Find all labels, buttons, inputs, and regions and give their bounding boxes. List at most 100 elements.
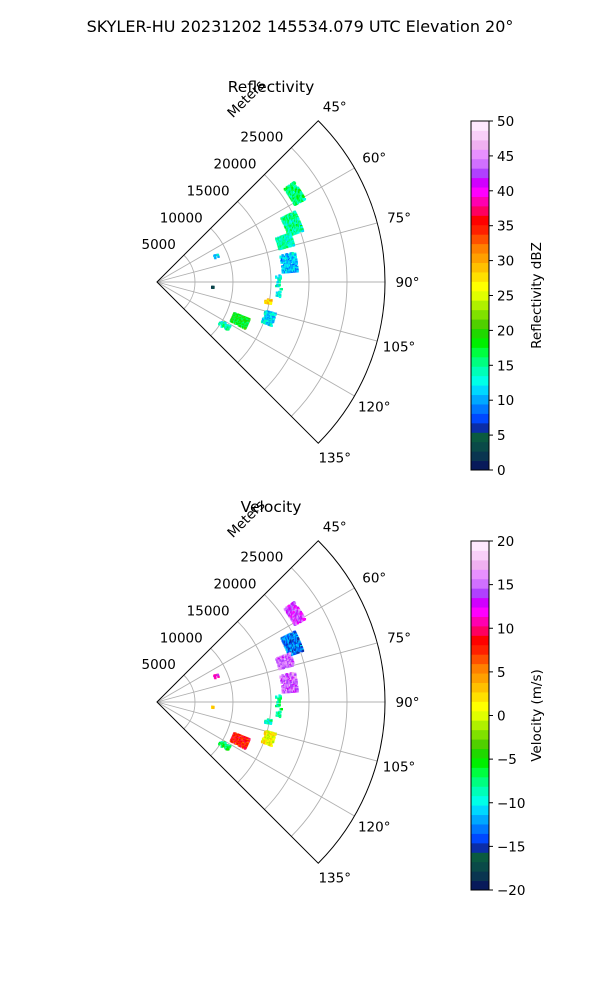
colorbar-segment [471,262,489,273]
radial-tick-label: 10000 [160,630,203,646]
colorbar-tick-label: 0 [497,709,506,725]
echo-gate [288,255,292,259]
echo-gate [293,261,296,265]
echo-gate [286,663,290,666]
echo-gate [282,666,286,670]
colorbar-segment [471,290,489,301]
colorbar-segment [471,149,489,160]
echo-gate [267,722,270,725]
colorbar-segment [471,550,489,561]
echo-cluster [280,630,305,657]
echo-gate [285,263,288,267]
echo-gate [270,741,273,744]
echo-gate [288,184,291,187]
echo-gate [290,257,293,261]
echo-gate [279,667,282,670]
echo-gate [302,195,305,199]
angle-tick-label: 75° [387,211,411,227]
colorbar-segment [471,432,489,443]
echo-gate [261,318,265,321]
echo-gate [278,711,281,715]
echo-gate [289,233,292,236]
echo-cluster [229,732,251,750]
colorbar-segment [471,413,489,424]
echo-gate [241,326,245,329]
colorbar-segment [471,224,489,235]
colorbar-segment [471,757,489,768]
echo-gate [224,741,227,745]
echo-cluster [260,730,277,747]
colorbar-tick-label: −15 [497,839,526,855]
radial-tick-label: 25000 [240,550,283,566]
echo-gate [275,291,279,294]
echo-gate [282,239,286,242]
echo-gate [289,254,293,257]
angular-gridline [156,587,355,703]
echo-cluster [279,671,299,694]
colorbar: 0 5 10 15 20 25 30 35 40 45 50 Reflectivity dBZ [470,114,545,479]
echo-gate [296,270,299,273]
echo-gate [302,615,305,619]
colorbar-segment [471,366,489,377]
echo-gate [289,674,293,677]
echo-gate [270,719,273,723]
colorbar-segment [471,767,489,778]
echo-gate [269,302,273,305]
echo-gate [239,745,243,748]
colorbar-segment [471,403,489,414]
colorbar-tick-label: −5 [497,752,517,768]
echo-gate [290,677,293,681]
echo-gate [212,706,215,710]
echo-cluster [210,285,215,290]
echo-gate [266,314,270,317]
echo-gate [278,715,282,719]
echo-gate [291,658,294,662]
echo-gate [278,704,281,707]
echo-gate [278,660,281,663]
colorbar-tick-label: 5 [497,665,506,681]
echo-gate [286,233,290,236]
echo-gate [260,740,264,744]
echo-gate [295,640,299,643]
echo-gate [280,663,283,666]
echo-gate [270,299,273,303]
echo-gate [294,255,297,259]
angle-tick-label: 120° [358,819,391,835]
angle-tick-label: 105° [383,759,416,775]
echo-gate [278,281,281,284]
echo-gate [260,320,264,324]
echo-gate [278,295,282,299]
echo-gate [218,323,221,326]
echo-gate [271,740,275,744]
echo-gate [285,683,288,687]
colorbar-segment [471,356,489,367]
echo-gate [273,736,276,739]
echo-gate [293,681,296,685]
colorbar-segment [471,776,489,787]
echo-cluster [213,673,220,680]
radial-tick-label: 20000 [214,157,257,173]
echo-cluster [260,310,277,327]
colorbar-segment [471,597,489,608]
echo-gate [218,743,221,746]
echo-gate [279,676,282,679]
echo-gate [291,253,295,256]
echo-gate [284,665,288,668]
echo-gate [244,738,247,741]
echo-gate [279,275,282,278]
echo-gate [283,246,287,249]
colorbar-segment [471,309,489,320]
figure-title: SKYLER-HU 20231202 145534.079 UTC Elevat… [87,17,514,36]
echo-gate [289,244,292,248]
echo-gate [295,682,298,685]
colorbar-tick-label: 20 [497,534,514,550]
colorbar-tick-label: 50 [497,114,514,130]
echo-gate [292,676,295,679]
echo-cluster [213,253,220,260]
echo-gate [285,656,289,660]
angle-tick-label: 90° [396,695,420,711]
colorbar-segment [471,805,489,816]
colorbar-segment [471,852,489,863]
colorbar-tick-label: 20 [497,323,514,339]
echo-cluster [275,233,296,251]
